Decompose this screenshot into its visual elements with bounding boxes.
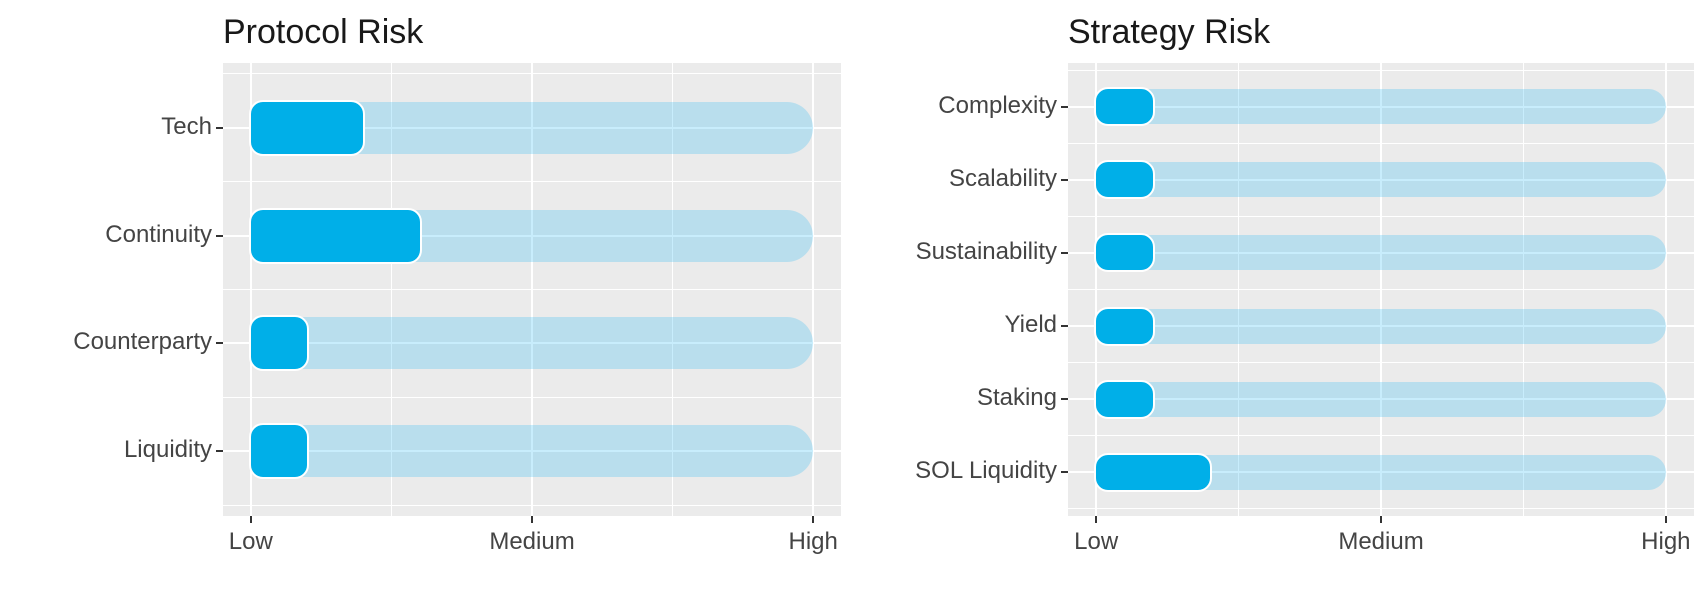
gridline-minor-horizontal	[1068, 215, 1694, 217]
x-axis-tick-mark	[249, 516, 252, 523]
bar-track	[1096, 308, 1666, 344]
bar-value	[1094, 306, 1156, 346]
gridline-major-vertical	[531, 63, 533, 516]
gridline-minor-horizontal	[223, 181, 841, 183]
y-axis-tick-mark	[1061, 471, 1068, 474]
gridline-major-vertical	[249, 63, 252, 516]
bar-track	[1096, 454, 1666, 490]
bar-value	[248, 207, 422, 264]
y-axis-tick-mark	[216, 126, 223, 129]
bar-value	[1094, 452, 1213, 492]
gridline-major-horizontal	[1068, 178, 1694, 181]
y-axis-label: Tech	[161, 112, 212, 140]
x-axis-tick-mark	[531, 516, 533, 523]
bar-value	[1094, 160, 1156, 200]
gridline-minor-horizontal	[1068, 69, 1694, 71]
chart-title: Protocol Risk	[223, 13, 424, 51]
gridline-minor-vertical	[672, 63, 674, 516]
bar-track	[1096, 235, 1666, 271]
gridline-minor-horizontal	[1068, 362, 1694, 364]
gridline-major-horizontal	[1068, 105, 1694, 108]
y-axis-tick-mark	[1061, 178, 1068, 181]
gridline-major-vertical	[1664, 63, 1667, 516]
gridline-major-horizontal	[1068, 251, 1694, 254]
gridline-minor-horizontal	[1068, 142, 1694, 144]
chart-title: Strategy Risk	[1068, 13, 1271, 51]
bar-track	[250, 209, 814, 262]
y-axis-label: Liquidity	[123, 436, 212, 464]
x-axis-tick-mark	[1095, 516, 1098, 523]
bar-value	[248, 315, 310, 372]
bar-track	[250, 101, 814, 154]
bar-value	[1094, 233, 1156, 273]
plot-panel	[1068, 63, 1694, 516]
y-axis-tick-mark	[216, 234, 223, 237]
x-axis-label: Medium	[1338, 528, 1424, 555]
gridline-minor-vertical	[1238, 63, 1240, 516]
gridline-minor-vertical	[1522, 63, 1524, 516]
bar-track	[1096, 89, 1666, 125]
y-axis-label: SOL Liquidity	[915, 457, 1057, 485]
gridline-major-vertical	[812, 63, 815, 516]
gridline-major-horizontal	[1068, 325, 1694, 328]
gridline-major-horizontal	[223, 342, 841, 345]
plot-panel	[223, 63, 841, 516]
x-axis-label: Low	[1074, 528, 1119, 555]
bar-track	[250, 425, 814, 478]
y-axis-label: Staking	[976, 383, 1057, 411]
gridline-minor-vertical	[390, 63, 392, 516]
gridline-major-horizontal	[223, 234, 841, 237]
y-axis-label: Yield	[1004, 310, 1057, 338]
x-axis-label: High	[1641, 528, 1691, 555]
bar-value	[1094, 87, 1156, 127]
x-axis-tick-mark	[1664, 516, 1667, 523]
gridline-minor-horizontal	[223, 504, 841, 506]
gridline-minor-horizontal	[223, 73, 841, 75]
gridline-minor-horizontal	[223, 289, 841, 290]
x-axis-label: Low	[228, 528, 273, 555]
y-axis-tick-mark	[216, 450, 223, 453]
gridline-minor-horizontal	[1068, 289, 1694, 290]
y-axis-label: Complexity	[938, 91, 1057, 119]
gridline-major-vertical	[1095, 63, 1098, 516]
x-axis-tick-mark	[812, 516, 815, 523]
y-axis-label: Continuity	[105, 220, 212, 248]
x-axis-tick-mark	[1380, 516, 1382, 523]
x-axis-label: Medium	[489, 528, 575, 555]
gridline-major-horizontal	[1068, 471, 1694, 474]
y-axis-tick-mark	[1061, 105, 1068, 108]
bar-value	[248, 423, 310, 480]
gridline-minor-horizontal	[223, 396, 841, 398]
gridline-minor-horizontal	[1068, 508, 1694, 510]
bar-track	[1096, 162, 1666, 198]
bar-track	[250, 317, 814, 370]
y-axis-tick-mark	[1061, 398, 1068, 401]
bar-value	[1094, 379, 1156, 419]
y-axis-label: Counterparty	[73, 328, 212, 356]
gridline-major-vertical	[1380, 63, 1382, 516]
y-axis-label: Scalability	[948, 164, 1057, 192]
y-axis-tick-mark	[1061, 325, 1068, 328]
y-axis-tick-mark	[216, 342, 223, 345]
gridline-major-horizontal	[223, 126, 841, 129]
bar-track	[1096, 381, 1666, 417]
y-axis-label: Sustainability	[915, 237, 1057, 265]
bar-value	[248, 99, 366, 156]
x-axis-label: High	[788, 528, 838, 555]
gridline-minor-horizontal	[1068, 435, 1694, 437]
y-axis-tick-mark	[1061, 251, 1068, 254]
gridline-major-horizontal	[223, 450, 841, 453]
gridline-major-horizontal	[1068, 398, 1694, 401]
